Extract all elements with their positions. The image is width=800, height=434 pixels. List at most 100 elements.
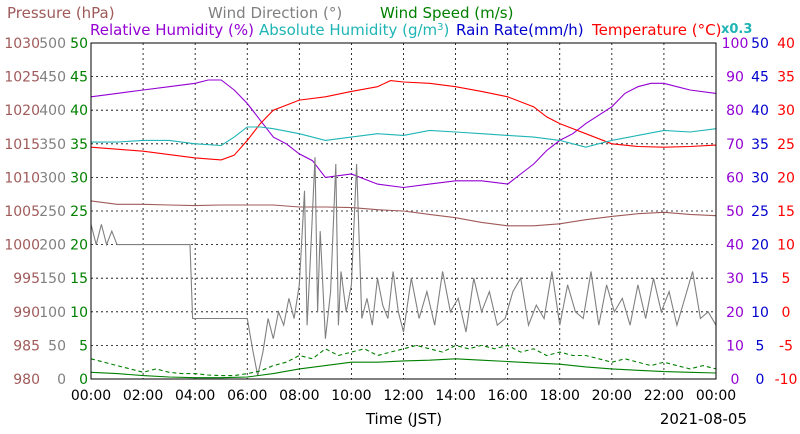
x-tick-label: 18:00 [540,388,580,404]
y-tick-label-rain-rate: 0 [756,372,765,388]
y-tick-label-wind-direction: 500 [39,36,66,52]
y-tick-label-rain-rate: 15 [751,271,769,287]
y-tick-label-pressure: 990 [13,305,40,321]
y-tick-label-humidity: 50 [726,204,744,220]
series-line-temperature-c [90,80,717,161]
y-tick-label-rain-rate: 45 [751,70,769,86]
abs-humidity-multiplier: x0.3 [721,22,752,37]
y-tick-label-temperature: 25 [777,137,795,153]
y-tick-label-wind-direction: 400 [39,103,66,119]
x-axis-label: Time (JST) [365,410,442,428]
y-tick-label-wind-direction: 200 [39,238,66,254]
x-axis: 00:00 02:00 04:00 06:00 08:00 10:00 12:00 14:00… [71,388,736,404]
y-tick-label-rain-rate: 20 [751,238,769,254]
y-tick-label-temperature: 20 [777,170,795,186]
y-tick-label-wind-speed: 30 [70,170,88,186]
y-tick-label-rain-rate: 40 [751,103,769,119]
x-tick-label: 00:00 [71,388,111,404]
y-tick-label-wind-speed: 45 [70,70,88,86]
y-tick-label-pressure: 1010 [4,170,40,186]
y-tick-label-pressure: 995 [13,271,40,287]
legend: Pressure (hPa) Wind Direction (°) Wind Spe… [7,4,721,39]
y-tick-label-wind-direction: 350 [39,137,66,153]
y-tick-label-temperature: 15 [777,204,795,220]
y-tick-label-wind-direction: 250 [39,204,66,220]
y-tick-label-pressure: 1000 [4,238,40,254]
legend-entry: Absolute Humidity (g/m3) [259,21,449,39]
y-tick-label-humidity: 30 [726,271,744,287]
x-tick-label: 12:00 [383,388,423,404]
y-tick-label-wind-speed: 50 [70,36,88,52]
legend-entry: Temperature (°C) [591,21,721,39]
y-tick-label-wind-speed: 40 [70,103,88,119]
y-tick-label-temperature: 30 [777,103,795,119]
y-tick-label-wind-speed: 35 [70,137,88,153]
y-tick-label-wind-direction: 150 [39,271,66,287]
series-line-wind-speed-m-s [90,358,717,379]
y-axes: 9809859909951000100510101015102010251030… [4,36,797,388]
y-tick-label-pressure: 1005 [4,204,40,220]
y-tick-label-wind-speed: 15 [70,271,88,287]
y-tick-label-temperature: 0 [782,305,791,321]
series-line-relative-humidity [90,79,717,189]
y-tick-label-pressure: 1025 [4,70,40,86]
x-tick-label: 04:00 [175,388,215,404]
y-tick-label-temperature: 35 [777,70,795,86]
y-tick-label-pressure: 985 [13,338,40,354]
y-tick-label-wind-speed: 5 [79,338,88,354]
series-line-pressure-hpa [90,200,717,227]
legend-entry: Pressure (hPa) [7,4,115,22]
y-tick-label-humidity: 20 [726,305,744,321]
y-tick-label-wind-speed: 10 [70,305,88,321]
grid [91,43,716,379]
y-tick-label-wind-speed: 20 [70,238,88,254]
y-tick-label-temperature: -5 [779,338,793,354]
y-tick-label-wind-direction: 300 [39,170,66,186]
y-tick-label-wind-direction: 450 [39,70,66,86]
y-tick-label-temperature: 10 [777,238,795,254]
x-tick-label: 22:00 [644,388,684,404]
x-tick-label: 10:00 [331,388,371,404]
legend-entry: Relative Humidity (%) [90,21,254,39]
y-tick-label-wind-direction: 0 [57,372,66,388]
x-tick-label: 08:00 [279,388,319,404]
legend-entry: Rain Rate(mm/h) [456,21,584,39]
y-tick-label-pressure: 1020 [4,103,40,119]
y-tick-label-humidity: 60 [726,170,744,186]
y-tick-label-temperature: -10 [775,372,798,388]
y-tick-label-rain-rate: 30 [751,170,769,186]
x-tick-label: 00:00 [696,388,736,404]
plot-frame [90,42,717,380]
y-tick-label-rain-rate: 10 [751,305,769,321]
y-tick-label-wind-speed: 0 [79,372,88,388]
x-tick-label: 16:00 [487,388,527,404]
y-tick-label-humidity: 80 [726,103,744,119]
y-tick-label-pressure: 980 [13,372,40,388]
y-tick-label-humidity: 40 [726,238,744,254]
y-tick-label-temperature: 5 [782,271,791,287]
y-tick-label-rain-rate: 25 [751,204,769,220]
x-tick-label: 20:00 [592,388,632,404]
y-tick-label-humidity: 90 [726,70,744,86]
y-tick-label-wind-direction: 50 [48,338,66,354]
y-tick-label-wind-speed: 25 [70,204,88,220]
x-tick-label: 14:00 [435,388,475,404]
series-line-wind-speed-max-m-s [90,344,717,377]
series-line-absolute-humidity-g-m [91,126,717,148]
legend-entry: Wind Direction (°) [208,4,342,22]
y-tick-label-humidity: 70 [726,137,744,153]
y-tick-label-wind-direction: 100 [39,305,66,321]
y-tick-label-rain-rate: 35 [751,137,769,153]
series-line-wind-direction [90,157,717,376]
legend-entry: Wind Speed (m/s) [380,4,513,22]
y-tick-label-rain-rate: 50 [751,36,769,52]
y-tick-label-temperature: 40 [777,36,795,52]
y-tick-label-pressure: 1015 [4,137,40,153]
y-tick-label-pressure: 1030 [4,36,40,52]
y-tick-label-humidity: 100 [722,36,749,52]
x-tick-label: 02:00 [123,388,163,404]
y-tick-label-rain-rate: 5 [756,338,765,354]
y-tick-label-humidity: 10 [726,338,744,354]
x-tick-label: 06:00 [227,388,267,404]
